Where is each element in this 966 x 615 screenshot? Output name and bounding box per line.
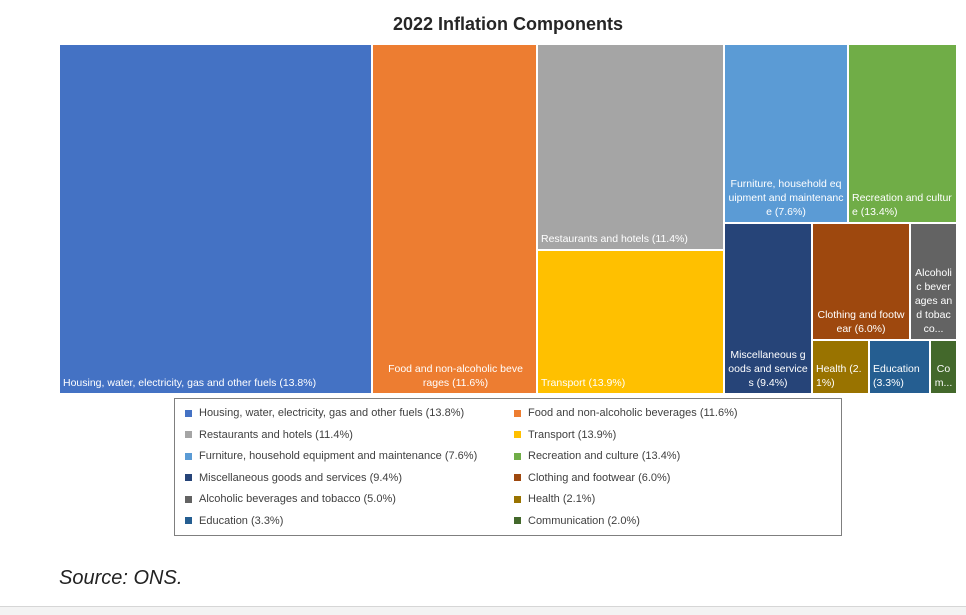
legend-swatch <box>185 517 192 524</box>
legend-item: Education (3.3%) <box>185 515 283 527</box>
legend-swatch <box>514 474 521 481</box>
legend-swatch <box>514 517 521 524</box>
treemap-tile-label: Health (2.1%) <box>816 363 862 389</box>
treemap-tile-clothing-and-footwear: Clothing and footwear (6.0%) <box>812 223 910 340</box>
treemap-tile-label: Housing, water, electricity, gas and oth… <box>63 377 317 389</box>
bottom-divider <box>0 606 966 615</box>
legend-swatch <box>514 495 521 503</box>
legend-item: Recreation and culture (13.4%) <box>514 450 680 462</box>
legend-label: Housing, water, electricity, gas and oth… <box>199 407 465 419</box>
legend-swatch <box>514 409 521 417</box>
treemap-tile-label: Transport (13.9%) <box>541 377 626 389</box>
legend-label: Food and non-alcoholic beverages (11.6%) <box>528 407 738 419</box>
legend-item: Health (2.1%) <box>514 493 595 505</box>
treemap-tile-label: Food and non-alcoholic beverages (11.6%) <box>388 363 523 389</box>
legend-item: Furniture, household equipment and maint… <box>185 450 477 462</box>
legend-label: Recreation and culture (13.4%) <box>528 450 681 462</box>
treemap-tile-housing-water-electricity-gas-and-other-fuels: Housing, water, electricity, gas and oth… <box>59 44 372 394</box>
chart-legend: Housing, water, electricity, gas and oth… <box>174 398 842 536</box>
treemap-tile-label: Alcoholic beverages and tobacco... <box>914 267 953 335</box>
legend-swatch <box>185 431 192 438</box>
treemap-tile-alcoholic-beverages-and-tobacco: Alcoholic beverages and tobacco... <box>910 223 957 340</box>
legend-item: Restaurants and hotels (11.4%) <box>185 429 353 441</box>
legend-label: Communication (2.0%) <box>528 514 640 527</box>
legend-item: Transport (13.9%) <box>514 429 616 441</box>
legend-label: Transport (13.9%) <box>528 428 617 441</box>
treemap-tile-communication: Com... <box>930 340 957 394</box>
legend-label: Education (3.3%) <box>199 514 284 527</box>
legend-swatch <box>514 452 521 460</box>
legend-swatch <box>185 474 192 481</box>
treemap-tile-miscellaneous-goods-and-services: Miscellaneous goods and services (9.4%) <box>724 223 812 394</box>
treemap-tile-health: Health (2.1%) <box>812 340 869 394</box>
treemap-tile-furniture-household-equipment-and-maintenance: Furniture, household equipment and maint… <box>724 44 848 223</box>
treemap-tile-label: Furniture, household equipment and maint… <box>728 178 844 218</box>
legend-item: Housing, water, electricity, gas and oth… <box>185 407 464 419</box>
treemap-tile-recreation-and-culture: Recreation and culture (13.4%) <box>848 44 957 223</box>
chart-title: 2022 Inflation Components <box>392 14 624 34</box>
legend-label: Clothing and footwear (6.0%) <box>528 471 671 484</box>
treemap-tile-transport: Transport (13.9%) <box>537 250 724 394</box>
legend-item: Communication (2.0%) <box>514 515 640 527</box>
legend-label: Furniture, household equipment and maint… <box>199 450 478 462</box>
treemap-tile-food-and-non-alcoholic-beverages: Food and non-alcoholic beverages (11.6%) <box>372 44 537 394</box>
legend-label: Alcoholic beverages and tobacco (5.0%) <box>199 493 396 505</box>
treemap: Housing, water, electricity, gas and oth… <box>59 44 957 394</box>
legend-swatch <box>185 495 192 503</box>
treemap-tile-label: Recreation and culture (13.4%) <box>852 192 952 218</box>
treemap-tile-label: Com... <box>934 363 953 389</box>
legend-item: Clothing and footwear (6.0%) <box>514 472 670 484</box>
legend-swatch <box>185 452 192 460</box>
legend-item: Alcoholic beverages and tobacco (5.0%) <box>185 493 396 505</box>
source-note: Source: ONS. <box>59 567 183 589</box>
legend-swatch <box>185 409 192 417</box>
legend-swatch <box>514 431 521 438</box>
legend-label: Health (2.1%) <box>528 493 596 505</box>
treemap-tile-label: Clothing and footwear (6.0%) <box>817 309 905 335</box>
legend-item: Miscellaneous goods and services (9.4%) <box>185 472 402 484</box>
treemap-tile-label: Restaurants and hotels (11.4%) <box>541 233 688 245</box>
treemap-tile-label: Education (3.3%) <box>873 363 920 389</box>
legend-item: Food and non-alcoholic beverages (11.6%) <box>514 407 738 419</box>
treemap-tile-label: Miscellaneous goods and services (9.4%) <box>728 349 808 389</box>
treemap-tile-restaurants-and-hotels: Restaurants and hotels (11.4%) <box>537 44 724 250</box>
treemap-tile-education: Education (3.3%) <box>869 340 930 394</box>
legend-label: Miscellaneous goods and services (9.4%) <box>199 471 402 484</box>
legend-label: Restaurants and hotels (11.4%) <box>199 428 353 441</box>
